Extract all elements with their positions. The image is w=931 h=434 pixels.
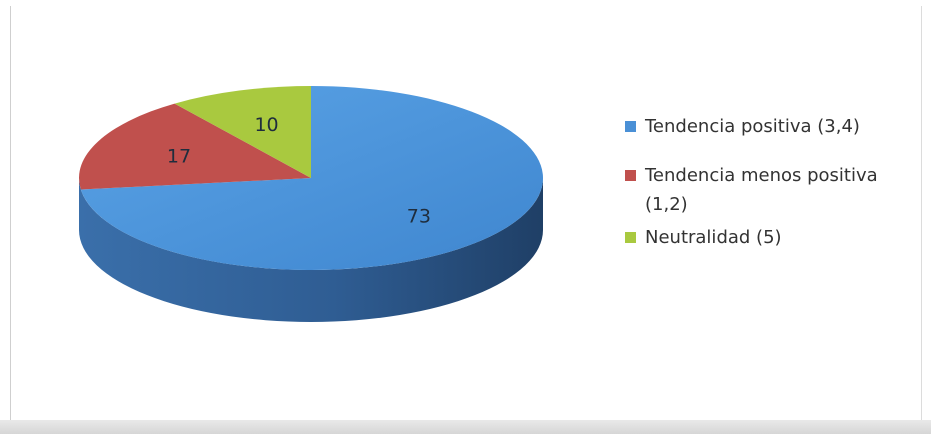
legend-swatch-green <box>625 232 636 243</box>
legend-label: Tendencia positiva (3,4) <box>645 116 860 137</box>
legend-item-tendencia-positiva: Tendencia positiva (3,4) <box>625 112 925 141</box>
pie-slices <box>79 86 543 270</box>
data-label-0: 73 <box>407 206 431 228</box>
legend: Tendencia positiva (3,4) Tendencia menos… <box>625 112 925 272</box>
legend-item-neutralidad: Neutralidad (5) <box>625 223 925 252</box>
data-label-2: 10 <box>254 114 278 136</box>
legend-swatch-blue <box>625 121 636 132</box>
data-label-1: 17 <box>167 145 191 167</box>
legend-label: Tendencia menos positiva (1,2) <box>645 165 878 215</box>
legend-swatch-red <box>625 170 636 181</box>
legend-label: Neutralidad (5) <box>645 227 782 248</box>
legend-item-tendencia-menos-positiva: Tendencia menos positiva (1,2) <box>625 161 925 219</box>
